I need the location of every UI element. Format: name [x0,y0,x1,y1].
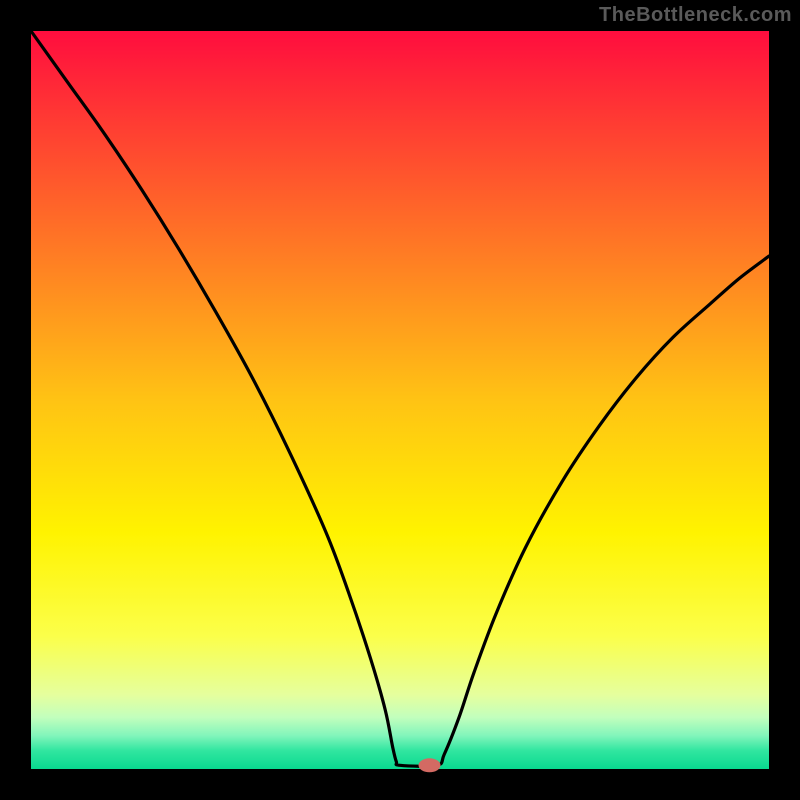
chart-background [31,31,769,769]
optimal-marker [419,758,441,772]
chart-stage: TheBottleneck.com [0,0,800,800]
bottleneck-chart [0,0,800,800]
site-watermark: TheBottleneck.com [599,4,792,27]
